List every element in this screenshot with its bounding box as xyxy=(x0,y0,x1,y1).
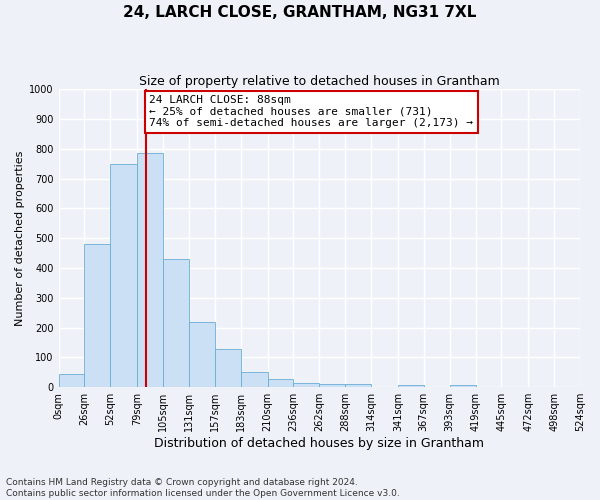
Title: Size of property relative to detached houses in Grantham: Size of property relative to detached ho… xyxy=(139,75,500,88)
X-axis label: Distribution of detached houses by size in Grantham: Distribution of detached houses by size … xyxy=(154,437,484,450)
Bar xyxy=(345,384,371,387)
Bar xyxy=(59,374,85,387)
Bar xyxy=(449,385,476,387)
Bar xyxy=(163,259,189,387)
Bar xyxy=(137,153,163,387)
Bar xyxy=(398,385,424,387)
Bar xyxy=(293,382,319,387)
Bar xyxy=(189,322,215,387)
Bar xyxy=(268,379,293,387)
Text: Contains HM Land Registry data © Crown copyright and database right 2024.
Contai: Contains HM Land Registry data © Crown c… xyxy=(6,478,400,498)
Bar xyxy=(215,349,241,387)
Bar xyxy=(319,384,345,387)
Bar xyxy=(110,164,137,387)
Y-axis label: Number of detached properties: Number of detached properties xyxy=(15,150,25,326)
Bar xyxy=(85,244,110,387)
Bar xyxy=(241,372,268,387)
Text: 24 LARCH CLOSE: 88sqm
← 25% of detached houses are smaller (731)
74% of semi-det: 24 LARCH CLOSE: 88sqm ← 25% of detached … xyxy=(149,95,473,128)
Text: 24, LARCH CLOSE, GRANTHAM, NG31 7XL: 24, LARCH CLOSE, GRANTHAM, NG31 7XL xyxy=(124,5,476,20)
